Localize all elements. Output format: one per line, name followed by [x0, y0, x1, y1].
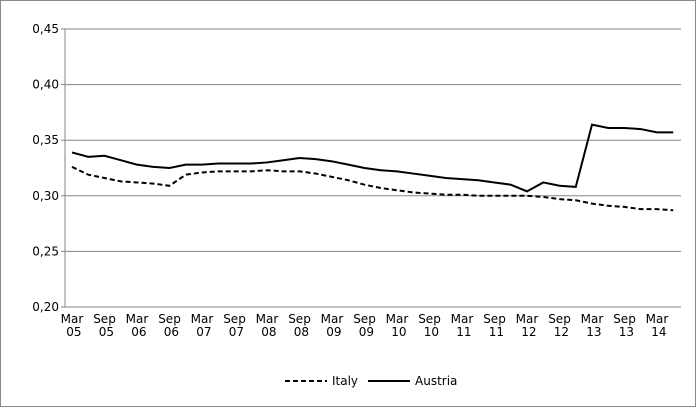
x-tick-label: Mar 06 — [126, 312, 149, 339]
x-tick-label: Sep 10 — [418, 312, 441, 339]
y-tick-label: 0,30 — [32, 189, 59, 203]
x-tick-label: Mar 14 — [646, 312, 669, 339]
x-tick-label: Mar 10 — [386, 312, 409, 339]
y-tick-label: 0,40 — [32, 78, 59, 92]
line-series — [71, 165, 674, 212]
x-tick-label: Sep 08 — [288, 312, 311, 339]
x-tick-label: Sep 11 — [483, 312, 506, 339]
x-tick-label: Mar 09 — [321, 312, 344, 339]
x-tick-label: Mar 05 — [61, 312, 84, 339]
x-tick-label: Sep 12 — [548, 312, 571, 339]
x-tick-label: Mar 08 — [256, 312, 279, 339]
x-tick-label: Mar 07 — [191, 312, 214, 339]
y-tick-label: 0,45 — [32, 22, 59, 36]
y-tick-label: 0,25 — [32, 244, 59, 258]
y-tick-label: 0,35 — [32, 133, 59, 147]
legend-label: Italy — [332, 374, 358, 388]
x-tick-label: Mar 13 — [581, 312, 604, 339]
legend-label: Austria — [415, 374, 457, 388]
y-tick-label: 0,20 — [32, 300, 59, 314]
x-tick-label: Sep 09 — [353, 312, 376, 339]
line-series — [71, 123, 674, 193]
x-tick-label: Sep 07 — [223, 312, 246, 339]
x-tick-label: Sep 13 — [613, 312, 636, 339]
x-tick-label: Sep 06 — [158, 312, 181, 339]
x-tick-label: Sep 05 — [93, 312, 116, 339]
x-tick-label: Mar 12 — [516, 312, 539, 339]
x-tick-label: Mar 11 — [451, 312, 474, 339]
